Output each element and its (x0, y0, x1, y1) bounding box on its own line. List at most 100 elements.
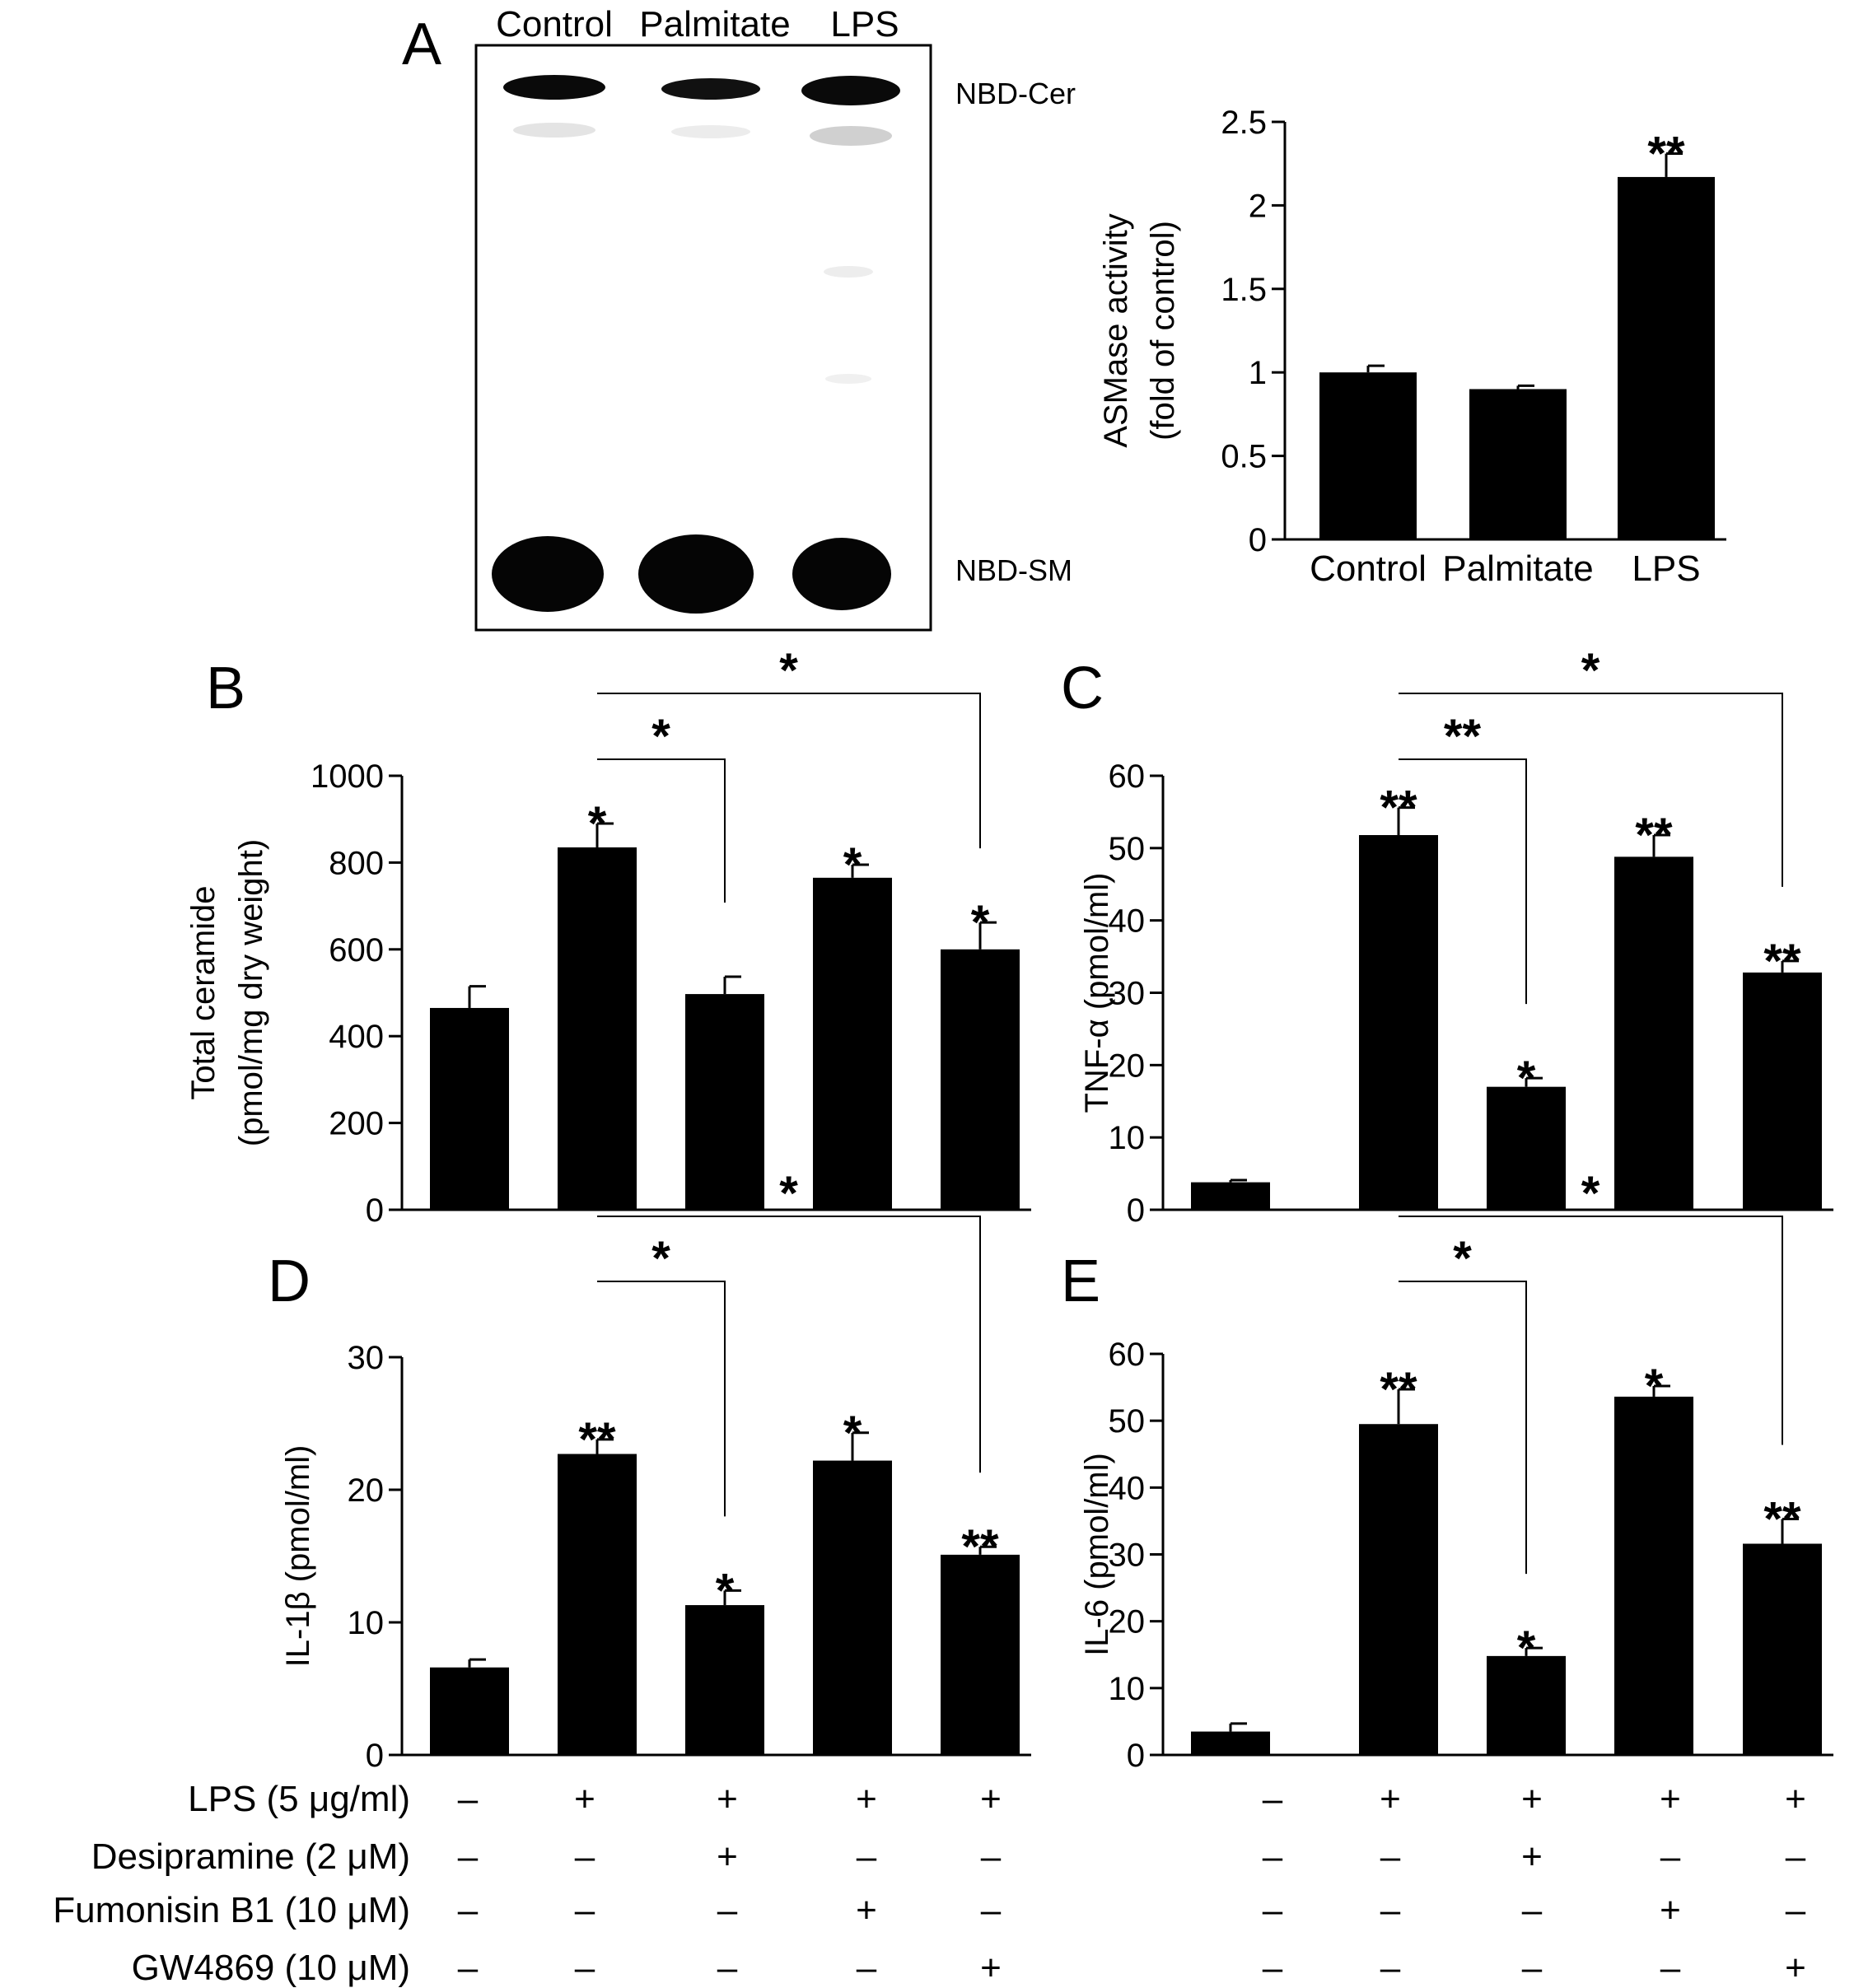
treatment-sign: + (980, 1779, 1002, 1819)
treatment-sign: + (980, 1948, 1002, 1988)
bar (558, 847, 637, 1210)
y-tick-label: 30 (1109, 976, 1146, 1012)
treatment-sign: – (458, 1779, 479, 1819)
y-tick-label: 1000 (311, 758, 384, 795)
bar (1743, 972, 1822, 1210)
gel-band-sm (792, 538, 891, 610)
comparison-mark: * (651, 710, 670, 763)
bar (1191, 1182, 1270, 1210)
y-axis-label: IL-1β (pmol/ml) (280, 1445, 316, 1668)
significance-mark: * (971, 896, 990, 950)
gel-band-sm (638, 534, 754, 614)
treatment-sign: – (717, 1948, 738, 1988)
treatment-label: Fumonisin B1 (10 μM) (53, 1890, 410, 1930)
comparison-bracket (1399, 693, 1783, 887)
y-tick-label: 20 (348, 1472, 385, 1509)
comparison-mark: * (779, 1167, 798, 1220)
y-tick-label: 30 (348, 1340, 385, 1376)
bar (430, 1007, 509, 1210)
bar (1319, 372, 1417, 539)
y-tick-label: 200 (329, 1106, 384, 1142)
treatment-sign: – (458, 1948, 479, 1988)
significance-mark: * (716, 1564, 735, 1617)
treatment-label: GW4869 (10 μM) (132, 1948, 410, 1988)
treatment-sign: + (1660, 1779, 1681, 1819)
significance-mark: ** (961, 1520, 999, 1574)
treatment-sign: – (1786, 1890, 1806, 1930)
comparison-mark: ** (1444, 710, 1482, 763)
significance-mark: ** (1380, 782, 1417, 835)
y-tick-label: 2.5 (1221, 105, 1267, 141)
y-tick-label: 1.5 (1221, 272, 1267, 308)
treatment-sign: + (1660, 1890, 1681, 1930)
band-label-nbd-cer: NBD-Cer (955, 77, 1076, 110)
y-tick-label: 60 (1109, 758, 1146, 795)
panel-label: E (1061, 1248, 1100, 1314)
comparison-bracket (597, 1281, 726, 1517)
gel-smear (825, 374, 871, 384)
bar (1487, 1086, 1566, 1210)
comparison-mark: * (1581, 644, 1600, 698)
y-tick-label: 400 (329, 1019, 384, 1055)
gel-band-sm (492, 536, 604, 612)
gel-band-cer (801, 76, 900, 105)
significance-mark: * (1517, 1052, 1536, 1105)
y-tick-label: 50 (1109, 1403, 1146, 1440)
treatment-sign: – (1786, 1836, 1806, 1877)
treatment-sign: + (1521, 1779, 1543, 1819)
comparison-bracket (1399, 758, 1527, 1005)
treatment-sign: – (1380, 1948, 1401, 1988)
significance-mark: ** (1380, 1363, 1417, 1416)
treatment-sign: – (458, 1836, 479, 1877)
comparison-bracket (597, 693, 981, 849)
treatment-sign: – (1263, 1836, 1283, 1877)
y-tick-label: 60 (1109, 1337, 1146, 1373)
bar (941, 949, 1020, 1210)
y-axis-label: (fold of control) (1145, 221, 1181, 441)
panel-b-ceramide-chart: B 0 200 400 600 800 1000 Total ceramide (pmol/mg… (185, 644, 1031, 1229)
treatment-table-right: – + + + + – – + – – – – – + – – – – – + (1263, 1779, 1806, 1988)
bar (1359, 835, 1438, 1210)
treatment-sign: – (1522, 1948, 1543, 1988)
y-tick-label: 2 (1249, 188, 1267, 224)
treatment-sign: – (1522, 1890, 1543, 1930)
treatment-sign: – (1380, 1836, 1401, 1877)
comparison-bracket (597, 758, 726, 903)
y-axis-label: IL-6 (pmol/ml) (1079, 1453, 1115, 1656)
treatment-sign: – (981, 1890, 1002, 1930)
significance-mark: * (1645, 1360, 1664, 1413)
treatment-sign: + (1521, 1836, 1543, 1877)
treatment-sign: – (458, 1890, 479, 1930)
bar (685, 1605, 764, 1755)
treatment-sign: + (1785, 1779, 1806, 1819)
treatment-sign: – (575, 1836, 595, 1877)
y-tick-label: 0 (1249, 522, 1267, 558)
y-tick-label: 0 (366, 1192, 384, 1229)
significance-mark: * (588, 797, 607, 851)
treatment-table-left: LPS (5 μg/ml) – + + + + Desipramine (2 μM) – – + –… (53, 1779, 1002, 1988)
y-axis-label: TNF-α (pmol/ml) (1079, 873, 1115, 1113)
comparison-mark: * (651, 1232, 670, 1286)
treatment-sign: + (1785, 1948, 1806, 1988)
y-tick-label: 800 (329, 845, 384, 881)
category-label: Control (1310, 548, 1427, 589)
category-label: Palmitate (1442, 548, 1593, 589)
y-tick-label: 10 (348, 1605, 385, 1641)
significance-mark: ** (1635, 809, 1673, 862)
treatment-sign: – (981, 1836, 1002, 1877)
significance-mark: ** (1647, 128, 1685, 181)
bar (813, 1460, 892, 1755)
bar (1614, 1396, 1693, 1755)
comparison-bracket (597, 1216, 981, 1473)
comparison-mark: * (1581, 1167, 1600, 1220)
y-tick-label: 10 (1109, 1671, 1146, 1707)
y-tick-label: 0.5 (1221, 439, 1267, 475)
treatment-sign: + (717, 1836, 738, 1877)
treatment-sign: – (575, 1948, 595, 1988)
gel-smear (513, 123, 595, 138)
y-axis-label: (pmol/mg dry weight) (233, 839, 269, 1146)
y-tick-label: 50 (1109, 831, 1146, 867)
gel-lane-label: Control (496, 4, 613, 44)
